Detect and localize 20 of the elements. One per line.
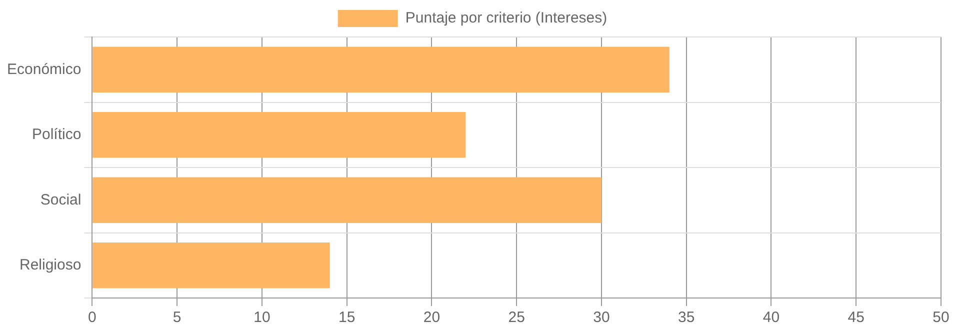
bar	[92, 242, 330, 288]
x-tick-label: 15	[338, 309, 356, 326]
x-tick-label: 35	[678, 309, 695, 326]
x-tick-label: 40	[762, 309, 780, 326]
y-tick-label: Económico	[7, 60, 82, 78]
x-tick-label: 25	[508, 309, 525, 326]
x-tick-label: 30	[593, 309, 610, 326]
bar	[92, 112, 466, 158]
x-tick-label: 5	[172, 309, 182, 326]
x-tick-label: 20	[423, 309, 440, 326]
x-tick-label: 10	[254, 309, 270, 326]
x-tick-label: 0	[88, 309, 96, 326]
y-tick-label: Social	[40, 191, 82, 208]
y-tick-label: Político	[32, 126, 82, 144]
bar	[92, 46, 670, 92]
legend-label: Puntaje por criterio (Intereses)	[405, 10, 608, 27]
x-tick-label: 45	[848, 309, 864, 326]
y-tick-label: Religioso	[20, 256, 82, 274]
bar	[92, 177, 602, 223]
x-tick-label: 50	[932, 309, 950, 326]
